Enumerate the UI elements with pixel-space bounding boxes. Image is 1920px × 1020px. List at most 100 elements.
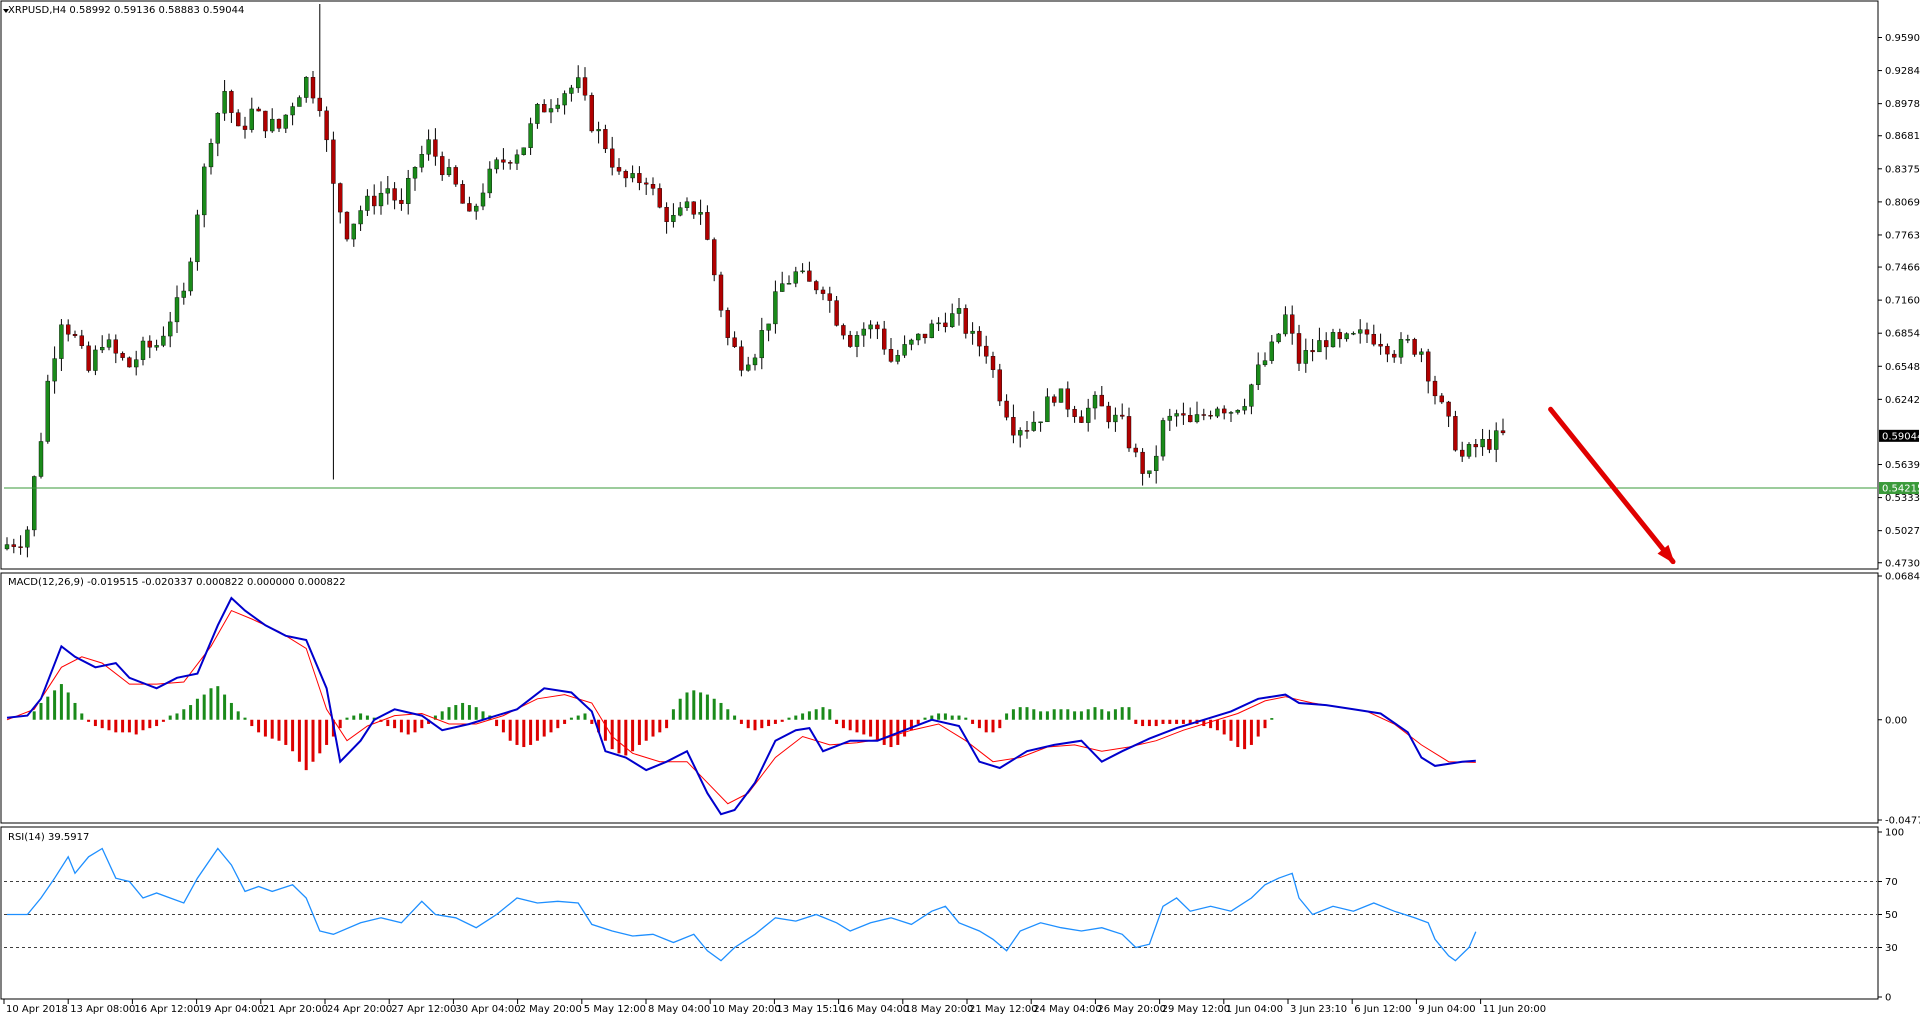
rsi-line: [7, 847, 1477, 962]
rsi-pane[interactable]: RSI(14) 39.5917 100 70 50 30 0: [0, 826, 1904, 1004]
macd-histogram-bar: [746, 719, 750, 729]
macd-pane-frame: [0, 572, 1879, 824]
candle: [705, 205, 710, 241]
candle: [793, 266, 798, 288]
macd-histogram-bar: [1161, 719, 1165, 724]
candle: [1459, 441, 1465, 462]
candle: [678, 201, 683, 217]
macd-histogram-bar: [161, 719, 165, 722]
macd-pane[interactable]: MACD(12,26,9) -0.019515 -0.020337 0.0008…: [0, 572, 1920, 827]
macd-histogram-bar: [352, 715, 356, 720]
macd-histogram-bar: [134, 719, 138, 735]
macd-histogram-bar: [1100, 709, 1104, 720]
candle: [1255, 352, 1261, 391]
macd-histogram-bar: [957, 715, 961, 720]
macd-histogram-bar: [964, 717, 968, 720]
candle: [501, 148, 506, 170]
candle: [1160, 417, 1166, 461]
candle: [174, 285, 180, 334]
candle: [1412, 337, 1417, 357]
macd-histogram-bar: [107, 719, 111, 731]
candle: [52, 346, 57, 394]
price-pane-menu-icon[interactable]: [3, 9, 9, 13]
current-price-value: 0.59044: [1882, 431, 1920, 442]
candle: [1058, 388, 1064, 403]
candle: [1221, 405, 1227, 420]
macd-histogram-bar: [787, 717, 791, 720]
candle: [684, 197, 690, 211]
candle: [86, 341, 91, 373]
macd-histogram-bar: [1188, 719, 1192, 724]
candle: [780, 271, 785, 292]
candle: [630, 165, 635, 183]
candle: [875, 321, 880, 340]
candle: [38, 432, 44, 479]
macd-histogram-bar: [1011, 709, 1015, 720]
macd-histogram-bar: [386, 719, 390, 727]
candle: [188, 257, 193, 296]
macd-histogram-bar: [359, 713, 363, 720]
candle: [1493, 422, 1499, 463]
macd-histogram-bar: [1222, 719, 1226, 735]
macd-histogram-bar: [637, 719, 641, 745]
candle: [773, 280, 778, 334]
candle: [1371, 324, 1377, 347]
price-candles: [4, 4, 1506, 558]
candle: [392, 182, 397, 210]
macd-histogram-bar: [1052, 709, 1056, 720]
time-tick-label: 26 May 20:00: [1097, 1004, 1166, 1015]
candle: [358, 205, 363, 231]
candle: [691, 201, 696, 219]
macd-histogram-bar: [1127, 707, 1131, 720]
candle: [603, 124, 608, 154]
macd-histogram: [32, 684, 1274, 771]
candle: [814, 279, 819, 295]
candle: [1357, 319, 1363, 344]
macd-histogram-bar: [270, 719, 274, 739]
candle: [766, 323, 771, 342]
macd-histogram-bar: [291, 719, 295, 752]
macd-histogram-bar: [474, 707, 478, 720]
candle: [977, 326, 982, 357]
macd-histogram-bar: [1168, 719, 1172, 724]
candle: [1133, 443, 1139, 458]
macd-line: [6, 596, 1476, 816]
macd-histogram-bar: [583, 713, 587, 720]
rsi-tick-label: 70: [1885, 877, 1898, 888]
candle: [848, 330, 853, 348]
candle: [195, 209, 200, 271]
macd-histogram-bar: [59, 684, 63, 720]
time-tick-label: 21 May 12:00: [969, 1004, 1038, 1015]
bearish-forecast-arrow: [1548, 406, 1676, 565]
price-pane[interactable]: XRPUSD,H4 0.58992 0.59136 0.58883 0.5904…: [0, 0, 1920, 570]
macd-histogram-bar: [869, 719, 873, 737]
macd-pane-title: MACD(12,26,9) -0.019515 -0.020337 0.0008…: [8, 577, 346, 588]
macd-histogram-bar: [576, 715, 580, 720]
candle: [1099, 386, 1105, 407]
macd-histogram-bar: [685, 692, 689, 720]
candle: [385, 175, 390, 205]
candle: [569, 84, 574, 102]
macd-histogram-bar: [875, 719, 879, 741]
candle: [487, 161, 492, 199]
candle: [1181, 402, 1186, 425]
candle: [1487, 429, 1492, 454]
candle: [283, 114, 288, 134]
candle: [1051, 394, 1057, 407]
candle: [1072, 405, 1077, 423]
candle: [79, 329, 85, 349]
candle: [786, 275, 792, 285]
macd-histogram-bar: [603, 719, 607, 741]
macd-histogram-bar: [209, 688, 213, 720]
candle: [1085, 398, 1091, 432]
candle: [1140, 448, 1145, 486]
macd-histogram-bar: [263, 719, 267, 737]
candle: [664, 202, 669, 234]
candle: [589, 92, 594, 133]
candle: [113, 334, 119, 364]
